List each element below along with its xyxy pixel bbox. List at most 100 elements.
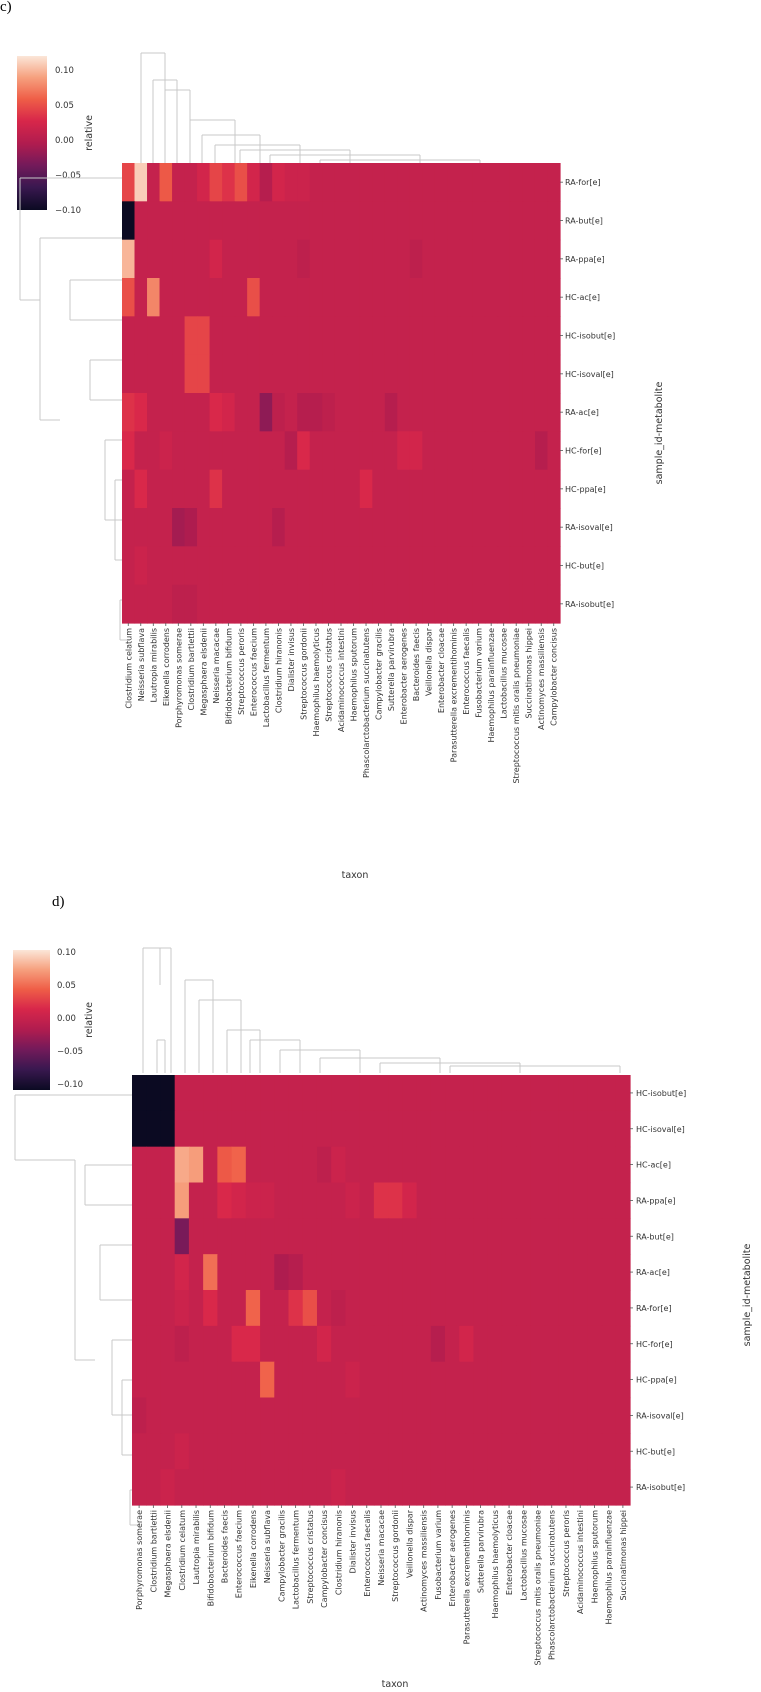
heatmap-cell	[334, 546, 348, 586]
heatmap-cell	[302, 1075, 318, 1112]
heatmap-cell	[274, 1361, 290, 1399]
heatmap-cell	[509, 393, 524, 432]
heatmap-cell	[534, 469, 549, 509]
panel-d-colorbar-tick: 0.05	[57, 981, 76, 991]
panel-c-colorbar-tick: 0.10	[55, 66, 74, 76]
heatmap-cell	[122, 354, 136, 394]
panel-c-colorbar-tick: −0.05	[55, 171, 81, 181]
heatmap-cell	[217, 1182, 233, 1219]
heatmap-cell	[534, 431, 549, 471]
heatmap-cell	[274, 1075, 290, 1112]
heatmap-cell	[487, 1433, 503, 1470]
heatmap-cell	[447, 431, 461, 471]
heatmap-cell	[331, 1469, 347, 1506]
heatmap-cell	[544, 1325, 560, 1363]
heatmap-cell	[587, 1290, 603, 1327]
heatmap-cell	[260, 1146, 275, 1184]
heatmap-cell	[231, 1325, 247, 1363]
heatmap-cell	[345, 1361, 361, 1399]
heatmap-cell	[316, 1218, 332, 1255]
heatmap-cell	[422, 354, 436, 394]
heatmap-cell	[245, 1075, 261, 1112]
heatmap-cell	[247, 584, 261, 624]
heatmap-cell	[509, 278, 524, 317]
heatmap-cell	[484, 546, 499, 586]
heatmap-cell	[260, 1075, 275, 1112]
heatmap-cell	[234, 354, 248, 394]
heatmap-cell	[203, 1433, 218, 1470]
heatmap-cell	[345, 1218, 361, 1255]
heatmap-cell	[146, 1146, 162, 1184]
heatmap-cell	[322, 201, 336, 241]
heatmap-cell	[334, 354, 348, 394]
heatmap-cell	[203, 1397, 218, 1434]
heatmap-cell	[509, 508, 524, 547]
heatmap-cell	[372, 239, 386, 279]
heatmap-cell	[445, 1254, 460, 1291]
heatmap-cell	[359, 278, 373, 317]
heatmap-cell	[272, 354, 286, 394]
heatmap-cell	[615, 1397, 631, 1434]
panel-d-heatmap	[132, 1075, 631, 1506]
heatmap-cell	[302, 1469, 318, 1506]
heatmap-cell	[359, 354, 373, 394]
column-label: Haemophilus haemolyticus	[312, 628, 321, 736]
heatmap-cell	[615, 1361, 631, 1399]
heatmap-cell	[434, 393, 448, 432]
heatmap-cell	[473, 1110, 489, 1148]
column-label: Haemophilus sputorum	[350, 628, 359, 722]
heatmap-cell	[372, 354, 386, 394]
heatmap-cell	[222, 431, 236, 471]
heatmap-cell	[615, 1254, 631, 1291]
heatmap-cell	[484, 163, 499, 202]
column-label: Haemophilus haemolyticus	[491, 1510, 500, 1618]
heatmap-cell	[388, 1110, 403, 1148]
heatmap-cell	[288, 1325, 304, 1363]
heatmap-cell	[231, 1182, 247, 1219]
heatmap-cell	[209, 584, 223, 624]
heatmap-cell	[558, 1361, 574, 1399]
heatmap-cell	[522, 239, 536, 279]
heatmap-cell	[422, 201, 436, 241]
heatmap-cell	[459, 431, 473, 471]
heatmap-cell	[322, 163, 336, 202]
column-label: Fusobacterium varium	[434, 1510, 443, 1600]
heatmap-cell	[302, 1182, 318, 1219]
heatmap-cell	[373, 1361, 389, 1399]
heatmap-cell	[146, 1433, 162, 1470]
heatmap-cell	[203, 1254, 218, 1291]
heatmap-cell	[247, 431, 261, 471]
heatmap-cell	[459, 163, 473, 202]
column-label: Succinatimonas hippei	[619, 1510, 628, 1600]
panel-d-colorbar-gradient	[13, 950, 50, 1090]
heatmap-cell	[159, 584, 173, 624]
heatmap-cell	[259, 508, 273, 547]
heatmap-cell	[434, 278, 448, 317]
heatmap-cell	[522, 201, 536, 241]
heatmap-cell	[516, 1433, 531, 1470]
heatmap-cell	[422, 469, 436, 509]
heatmap-cell	[359, 1469, 375, 1506]
row-label: HC-isobut[e]	[636, 1089, 686, 1098]
column-label: Megasphaera elsdenii	[199, 628, 208, 716]
heatmap-cell	[497, 239, 511, 279]
heatmap-cell	[573, 1433, 588, 1470]
heatmap-cell	[217, 1325, 233, 1363]
heatmap-cell	[134, 354, 148, 394]
heatmap-cell	[188, 1325, 204, 1363]
heatmap-cell	[416, 1110, 432, 1148]
row-label: RA-isobut[e]	[636, 1483, 685, 1492]
heatmap-cell	[146, 1110, 162, 1148]
heatmap-cell	[473, 1433, 489, 1470]
heatmap-cell	[197, 546, 211, 586]
heatmap-cell	[484, 201, 499, 241]
panel-c-row-dendrogram	[19, 177, 130, 641]
heatmap-cell	[409, 546, 423, 586]
heatmap-cell	[231, 1469, 247, 1506]
heatmap-cell	[372, 278, 386, 317]
heatmap-cell	[587, 1433, 603, 1470]
heatmap-cell	[284, 316, 298, 356]
heatmap-cell	[288, 1290, 304, 1327]
heatmap-cell	[484, 469, 499, 509]
heatmap-cell	[384, 201, 398, 241]
